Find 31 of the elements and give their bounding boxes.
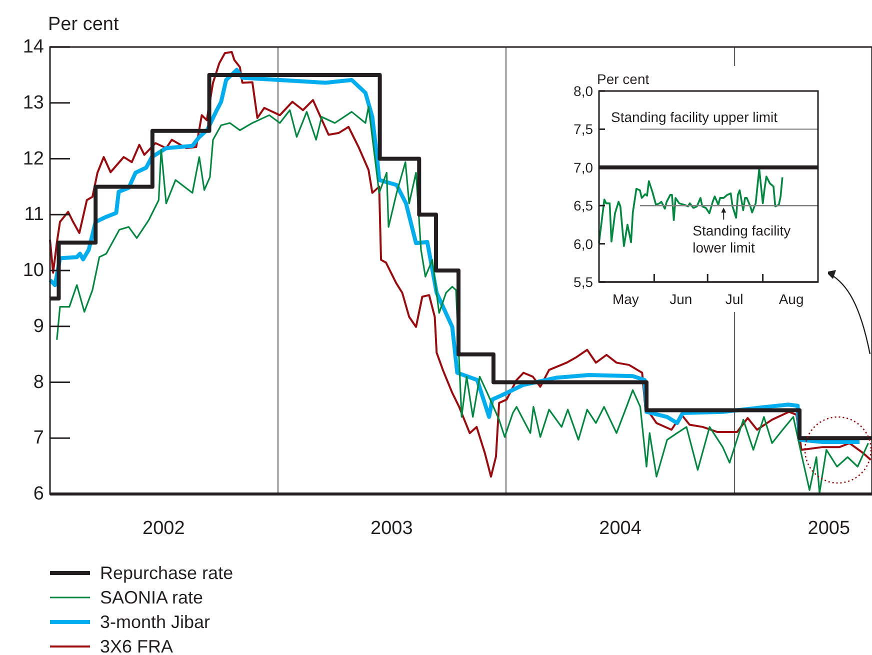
annotation: Standing facility lower limit: [692, 222, 791, 256]
y-tick-label: 9: [33, 316, 44, 337]
annotation: Standing facility upper limit: [611, 109, 778, 125]
y-tick-label: 5,5: [574, 274, 594, 290]
x-tick-label: 2002: [142, 518, 185, 539]
legend-label: Repurchase rate: [100, 563, 234, 583]
legend-label: 3X6 FRA: [100, 636, 174, 655]
y-tick-label: 10: [22, 260, 44, 281]
legend-label: 3-month Jibar: [100, 612, 210, 632]
y-tick-label: 7,5: [574, 121, 594, 138]
y-tick-label: 8: [33, 372, 44, 393]
x-tick-label: Aug: [778, 291, 804, 307]
x-tick-label: 2005: [808, 518, 850, 539]
y-tick-label: 6,5: [574, 198, 594, 214]
y-tick-label: 12: [22, 148, 44, 170]
y-tick-label: 7,0: [574, 159, 594, 176]
x-tick-label: 2004: [599, 518, 642, 539]
y-tick-label: 13: [22, 92, 44, 114]
y-tick-label: 6: [33, 484, 44, 504]
x-tick-label: May: [612, 291, 639, 307]
y-tick-label: 11: [24, 204, 44, 226]
x-tick-label: Jul: [725, 291, 744, 307]
y-tick-label: 8,0: [574, 83, 594, 99]
x-tick-label: Jun: [670, 291, 692, 307]
y-tick-label: 14: [22, 36, 44, 58]
y-tick-label: 7: [33, 428, 44, 449]
legend-label: SAONIA rate: [100, 588, 204, 608]
x-tick-label: 2003: [370, 518, 413, 539]
y-axis-title: Per cent: [597, 71, 650, 87]
y-axis-title: Per cent: [48, 14, 120, 35]
y-tick-label: 6,0: [574, 236, 594, 252]
